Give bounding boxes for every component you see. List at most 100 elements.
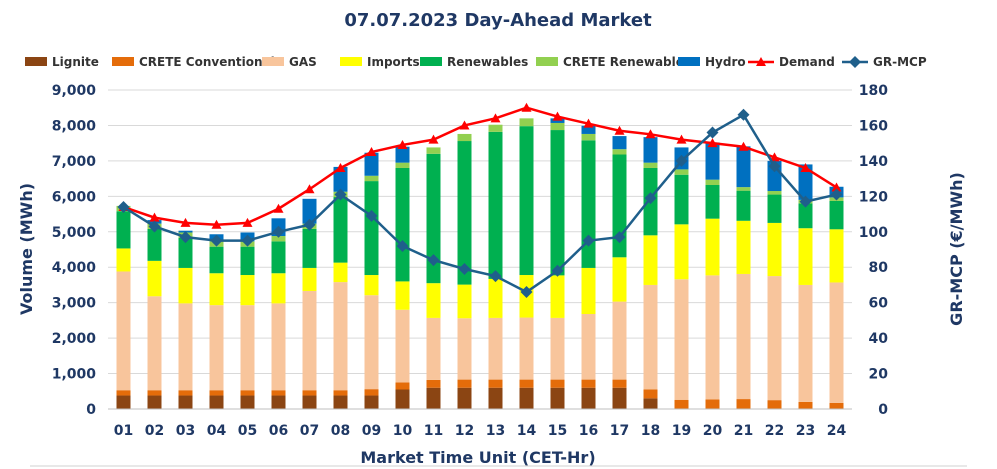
x-tick-label: 12 — [455, 423, 474, 439]
bar-crete-conventional — [271, 390, 286, 396]
bar-renewables — [519, 126, 534, 276]
bar-gas — [116, 271, 131, 391]
legend-label: Imports — [367, 55, 420, 69]
bar-renewables — [333, 197, 348, 263]
y-tick-label: 1,000 — [52, 367, 97, 383]
demand-point — [707, 138, 718, 148]
bar-crete-renewables — [674, 169, 689, 175]
x-tick-label: 17 — [610, 423, 629, 439]
gr-mcp-point — [737, 108, 750, 121]
bar-crete-conventional — [116, 390, 131, 396]
bar-crete-renewables — [271, 236, 286, 242]
bar-renewables — [240, 246, 255, 276]
bar-gas — [147, 296, 162, 391]
y-tick-label: 6,000 — [52, 189, 97, 205]
bar-lignite — [519, 387, 534, 409]
demand-point — [304, 184, 315, 194]
bar-imports — [147, 260, 162, 297]
y2-tick-label: 0 — [878, 402, 888, 418]
gr-mcp-point — [644, 192, 657, 205]
gr-mcp-point — [799, 195, 812, 208]
x-tick-label: 03 — [176, 423, 195, 439]
y2-tick-label: 160 — [859, 118, 888, 134]
gr-mcp-point — [117, 200, 130, 213]
bar-lignite — [488, 387, 503, 409]
y2-tick-label: 80 — [869, 260, 889, 276]
bar-crete-conventional — [209, 390, 224, 396]
y2-tick-label: 120 — [859, 189, 888, 205]
y-tick-label: 7,000 — [52, 154, 97, 170]
bar-renewables — [705, 184, 720, 219]
demand-point — [645, 129, 656, 139]
bar-crete-renewables — [581, 133, 596, 141]
x-tick-label: 22 — [765, 423, 784, 439]
bar-gas — [488, 317, 503, 380]
bar-gas — [736, 273, 751, 400]
bar-imports — [240, 275, 255, 306]
bar-crete-conventional — [333, 390, 348, 396]
bar-crete-conventional — [426, 379, 441, 388]
demand-point — [335, 162, 346, 172]
bar-lignite — [209, 395, 224, 409]
bar-renewables — [302, 228, 317, 268]
bar-hydro — [302, 198, 317, 224]
legend-item-renewables: Renewables — [420, 55, 528, 69]
bar-crete-conventional — [674, 399, 689, 409]
bar-lignite — [271, 395, 286, 409]
bar-renewables — [426, 153, 441, 284]
legend-swatch — [678, 57, 700, 66]
bar-lignite — [457, 387, 472, 409]
bar-lignite — [364, 395, 379, 409]
legend: Lignite CRETE Conventional GAS Imports Renew… — [25, 55, 927, 69]
bar-imports — [488, 278, 503, 318]
bar-crete-conventional — [736, 399, 751, 409]
bar-imports — [302, 267, 317, 291]
legend-marker — [756, 57, 766, 66]
bar-hydro — [705, 142, 720, 180]
bar-imports — [116, 248, 131, 272]
y-tick-label: 2,000 — [52, 331, 97, 347]
y2-axis-label: GR-MCP (€/MWh) — [947, 172, 966, 326]
bar-hydro — [798, 164, 813, 200]
x-tick-label: 09 — [362, 423, 381, 439]
bar-lignite — [116, 395, 131, 409]
demand-point — [211, 219, 222, 229]
bar-crete-renewables — [519, 118, 534, 127]
demand-point — [366, 147, 377, 157]
bar-imports — [736, 220, 751, 274]
x-tick-label: 14 — [517, 423, 537, 439]
bar-crete-conventional — [395, 382, 410, 390]
demand-point — [242, 217, 253, 227]
gr-mcp-point — [551, 264, 564, 277]
bar-gas — [612, 301, 627, 380]
x-tick-label: 16 — [579, 423, 598, 439]
bar-lignite — [643, 398, 658, 409]
x-tick-label: 04 — [207, 423, 227, 439]
bar-imports — [395, 281, 410, 310]
gridlines — [108, 89, 852, 375]
bar-crete-renewables — [767, 191, 782, 195]
bar-imports — [364, 275, 379, 296]
x-axis-ticks: 01 02 03 04 05 06 07 08 09 10 11 12 13 14 15 16 17 18 19 20… — [114, 423, 847, 439]
gr-mcp-point — [241, 234, 254, 247]
bar-gas — [271, 303, 286, 391]
bar-crete-renewables — [550, 122, 565, 131]
bar-lignite — [395, 389, 410, 409]
bars — [116, 118, 844, 409]
bar-lignite — [550, 387, 565, 409]
demand-point — [831, 182, 842, 192]
bar-renewables — [147, 228, 162, 261]
gr-mcp-point — [520, 286, 533, 299]
bar-gas — [178, 303, 193, 391]
bar-gas — [519, 317, 534, 380]
gr-mcp-point — [613, 231, 626, 244]
bar-hydro — [581, 125, 596, 134]
bar-renewables — [550, 130, 565, 276]
bar-imports — [550, 275, 565, 318]
bar-imports — [798, 228, 813, 285]
bar-imports — [333, 262, 348, 283]
x-tick-label: 06 — [269, 423, 288, 439]
bar-crete-conventional — [364, 389, 379, 396]
legend-label: GR-MCP — [873, 55, 927, 69]
bar-crete-renewables — [736, 187, 751, 191]
